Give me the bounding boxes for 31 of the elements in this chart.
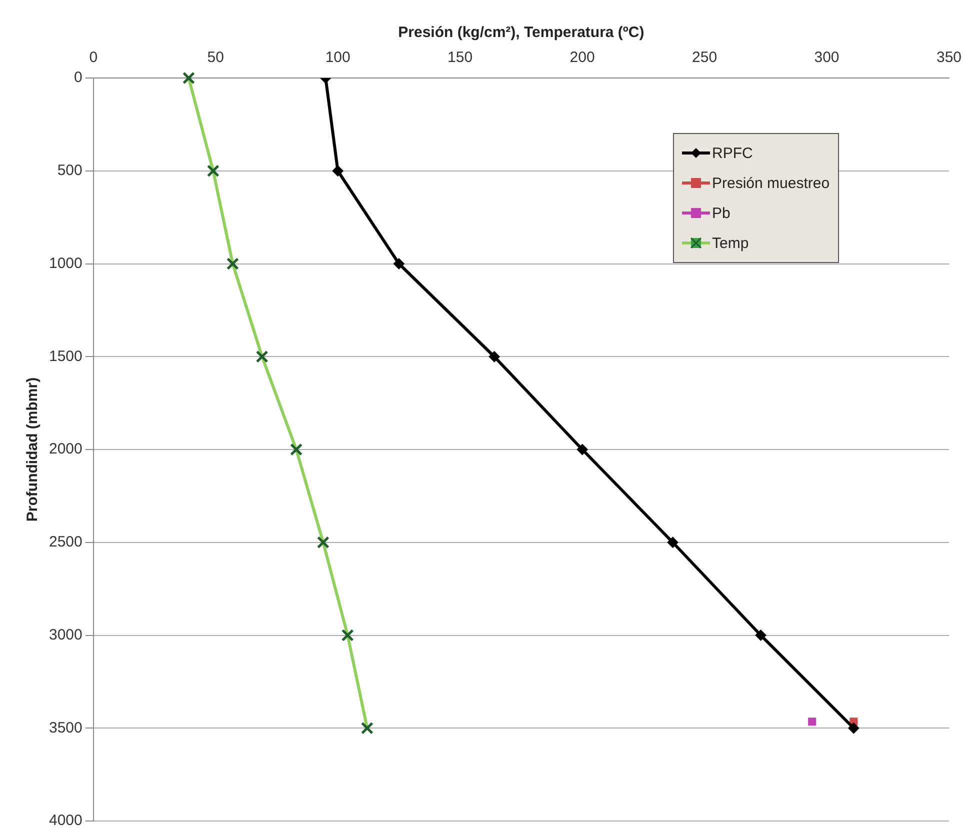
y-axis-title: Profundidad (mbmr) <box>24 377 42 522</box>
x-tick-label: 300 <box>814 49 840 66</box>
x-axis-title: Presión (kg/cm²), Temperatura (ºC) <box>398 24 644 42</box>
y-tick-label: 500 <box>57 162 82 180</box>
point <box>332 165 344 176</box>
point <box>393 258 404 270</box>
y-tick-label: 3000 <box>48 626 82 644</box>
y-tick-label: 2500 <box>48 534 82 551</box>
y-tick-label: 2000 <box>48 440 82 458</box>
point <box>667 536 678 548</box>
point <box>808 718 816 726</box>
x-tick-label: 100 <box>325 49 350 66</box>
y-tick-label: 4000 <box>48 812 82 830</box>
legend-label: Presión muestreo <box>712 174 830 192</box>
point <box>576 444 588 455</box>
y-tick-label: 1500 <box>48 348 82 365</box>
x-tick-label: 250 <box>692 49 718 66</box>
point <box>755 630 766 641</box>
x-tick-label: 200 <box>570 49 595 66</box>
point <box>848 722 860 734</box>
x-tick-label: 50 <box>207 49 224 66</box>
legend-label: RPFC <box>712 144 753 162</box>
x-tick-label: 0 <box>89 49 98 66</box>
y-tick-label: 1000 <box>48 254 82 272</box>
point <box>488 351 500 362</box>
legend-label: Pb <box>712 204 730 222</box>
y-tick-label: 0 <box>74 69 82 86</box>
legend-label: Temp <box>712 234 749 252</box>
x-tick-label: 350 <box>936 49 962 66</box>
x-tick-label: 150 <box>448 49 473 66</box>
y-tick-label: 3500 <box>48 719 82 736</box>
